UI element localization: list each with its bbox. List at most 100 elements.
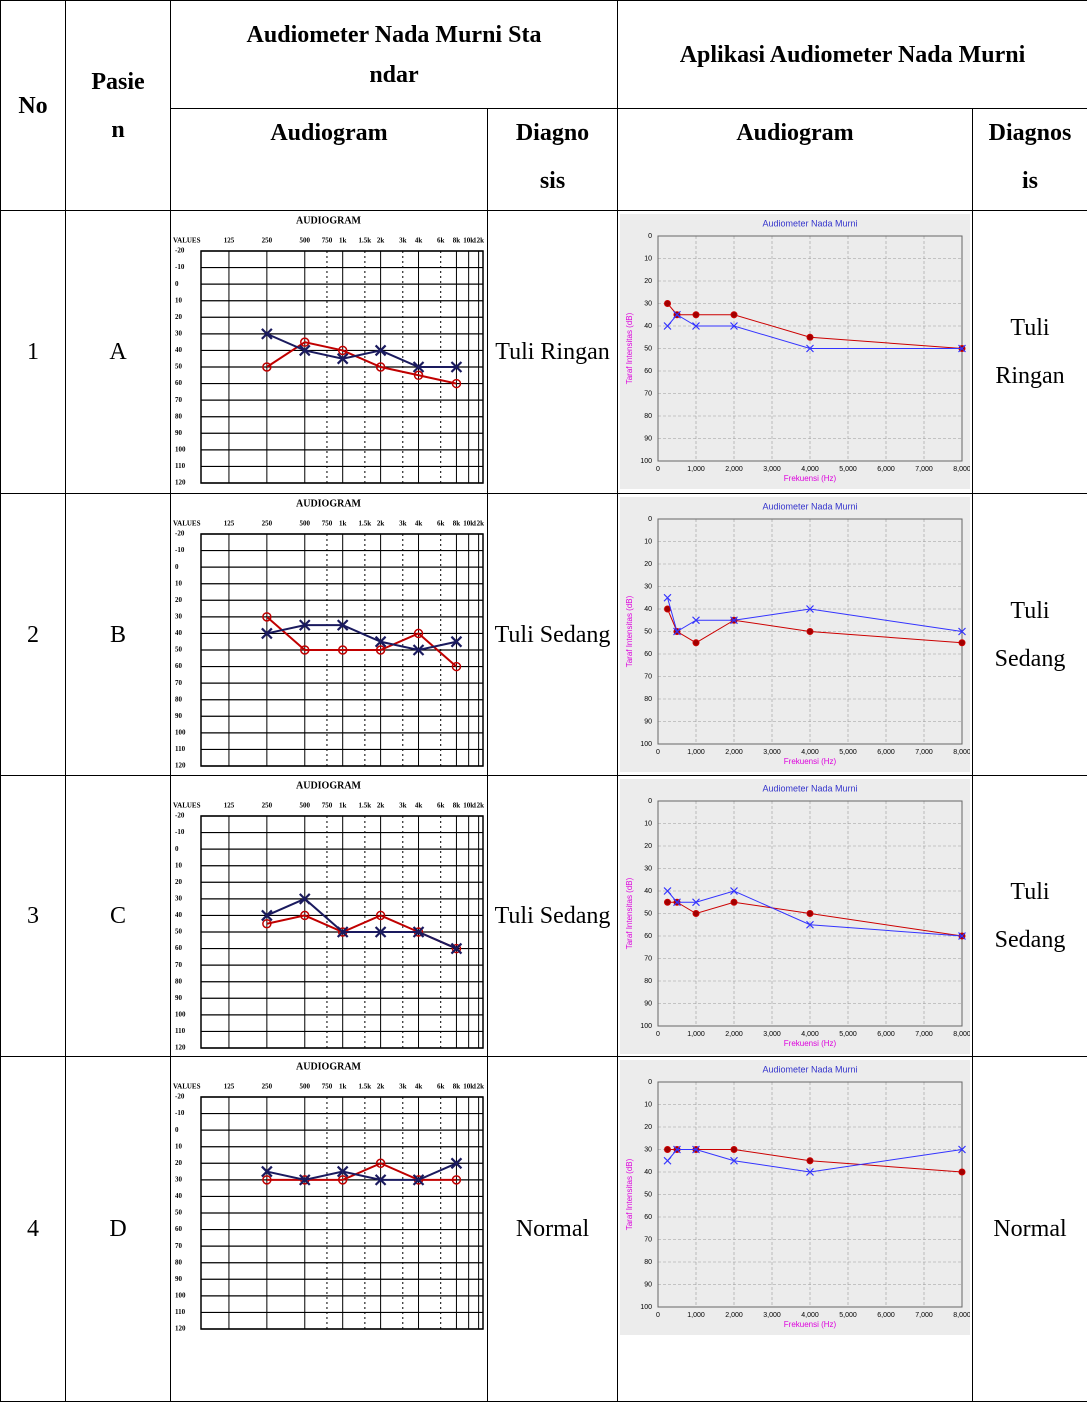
x-tick-label: 3,000 xyxy=(763,749,781,756)
y-tick-label: 40 xyxy=(175,346,183,354)
y-tick-label: 80 xyxy=(644,413,652,420)
x-tick-label: 4,000 xyxy=(801,749,819,756)
y-tick-label: 30 xyxy=(175,1175,183,1183)
x-tick-label: 6,000 xyxy=(877,466,895,473)
data-point xyxy=(693,312,699,318)
row-number: 4 xyxy=(1,1057,66,1402)
x-tick-label: 8,000 xyxy=(953,1312,970,1319)
y-tick-label: 60 xyxy=(175,944,183,952)
y-tick-label: 40 xyxy=(644,888,652,895)
data-point xyxy=(731,312,737,318)
y-tick-label: 60 xyxy=(644,651,652,658)
x-tick-label: 3,000 xyxy=(763,1031,781,1038)
x-tick-label: 250 xyxy=(262,520,273,528)
app-diagnosis: Normal xyxy=(973,1057,1087,1402)
y-tick-label: 80 xyxy=(644,696,652,703)
standard-diagnosis: Normal xyxy=(488,1057,618,1402)
x-tick-label: 7,000 xyxy=(915,1031,933,1038)
y-tick-label: 60 xyxy=(644,933,652,940)
x-tick-label: 250 xyxy=(262,237,273,245)
y-tick-label: 110 xyxy=(175,1308,186,1316)
y-tick-label: -10 xyxy=(175,263,185,271)
x-tick-label: 125 xyxy=(224,520,235,528)
x-tick-label: 7,000 xyxy=(915,466,933,473)
row-number: 1 xyxy=(1,211,66,494)
patient: B xyxy=(66,494,171,776)
x-tick-label: 4k xyxy=(415,1083,423,1091)
patient: C xyxy=(66,776,171,1057)
data-point xyxy=(731,899,737,905)
y-tick-label: 90 xyxy=(644,1281,652,1288)
y-axis-label: Taraf Intensitas (dB) xyxy=(625,595,634,667)
x-tick-label: 8k xyxy=(453,237,461,245)
y-tick-label: 40 xyxy=(644,606,652,613)
x-tick-label: 1,000 xyxy=(687,749,705,756)
y-tick-label: 60 xyxy=(175,379,183,387)
header-app: Aplikasi Audiometer Nada Murni xyxy=(618,1,1087,109)
x-tick-label: 1k xyxy=(339,237,347,245)
y-axis-label: VALUES xyxy=(173,802,201,810)
x-tick-label: 3,000 xyxy=(763,466,781,473)
x-tick-label: 12k xyxy=(473,237,484,245)
x-tick-label: 1k xyxy=(339,520,347,528)
x-tick-label: 1k xyxy=(339,1083,347,1091)
data-point xyxy=(665,899,671,905)
header-no: No xyxy=(1,1,66,211)
x-tick-label: 4k xyxy=(415,237,423,245)
x-tick-label: 3,000 xyxy=(763,1312,781,1319)
x-tick-label: 0 xyxy=(656,466,660,473)
x-tick-label: 5,000 xyxy=(839,1031,857,1038)
y-tick-label: 50 xyxy=(644,1191,652,1198)
chart-title: AUDIOGRAM xyxy=(296,780,362,791)
x-tick-label: 5,000 xyxy=(839,466,857,473)
y-tick-label: 100 xyxy=(640,458,652,465)
x-tick-label: 1.5k xyxy=(359,237,372,245)
y-tick-label: 90 xyxy=(175,429,183,437)
y-axis-label: VALUES xyxy=(173,1083,201,1091)
x-axis-label: Frekuensi (Hz) xyxy=(784,1039,837,1048)
y-tick-label: 90 xyxy=(644,1000,652,1007)
y-tick-label: 80 xyxy=(175,1258,183,1266)
app-diagnosis: Tuli Sedang xyxy=(973,776,1087,1057)
y-tick-label: 40 xyxy=(175,1192,183,1200)
y-tick-label: 0 xyxy=(175,563,179,571)
chart-title: Audiometer Nada Murni xyxy=(762,218,857,228)
y-tick-label: 90 xyxy=(175,712,183,720)
y-tick-label: 50 xyxy=(175,1209,183,1217)
x-tick-label: 250 xyxy=(262,1083,273,1091)
y-tick-label: 20 xyxy=(644,843,652,850)
x-tick-label: 5,000 xyxy=(839,749,857,756)
y-tick-label: 50 xyxy=(644,345,652,352)
y-tick-label: 80 xyxy=(175,412,183,420)
data-point xyxy=(807,334,813,340)
y-tick-label: 40 xyxy=(644,1169,652,1176)
y-tick-label: 0 xyxy=(648,1079,652,1086)
y-tick-label: 120 xyxy=(175,1044,186,1052)
y-tick-label: 30 xyxy=(175,612,183,620)
y-tick-label: 60 xyxy=(644,1214,652,1221)
y-tick-label: 50 xyxy=(175,928,183,936)
y-tick-label: 30 xyxy=(644,300,652,307)
y-tick-label: 110 xyxy=(175,1027,186,1035)
standard-audiogram: AUDIOGRAM-20-100102030405060708090100110… xyxy=(171,776,486,1056)
x-tick-label: 2,000 xyxy=(725,1031,743,1038)
app-diagnosis: Tuli Sedang xyxy=(973,494,1087,776)
app-audiogram: Audiometer Nada Murni0102030405060708090… xyxy=(620,497,970,772)
y-tick-label: 70 xyxy=(175,961,183,969)
y-tick-label: 10 xyxy=(175,861,183,869)
standard-diagnosis: Tuli Ringan xyxy=(488,211,618,494)
y-tick-label: 10 xyxy=(644,820,652,827)
y-tick-label: 30 xyxy=(175,329,183,337)
y-tick-label: 10 xyxy=(644,255,652,262)
x-axis-label: Frekuensi (Hz) xyxy=(784,474,837,483)
y-tick-label: 70 xyxy=(175,679,183,687)
chart-title: Audiometer Nada Murni xyxy=(762,1064,857,1074)
x-tick-label: 7,000 xyxy=(915,1312,933,1319)
x-tick-label: 6,000 xyxy=(877,749,895,756)
standard-audiogram: AUDIOGRAM-20-100102030405060708090100110… xyxy=(171,211,486,491)
